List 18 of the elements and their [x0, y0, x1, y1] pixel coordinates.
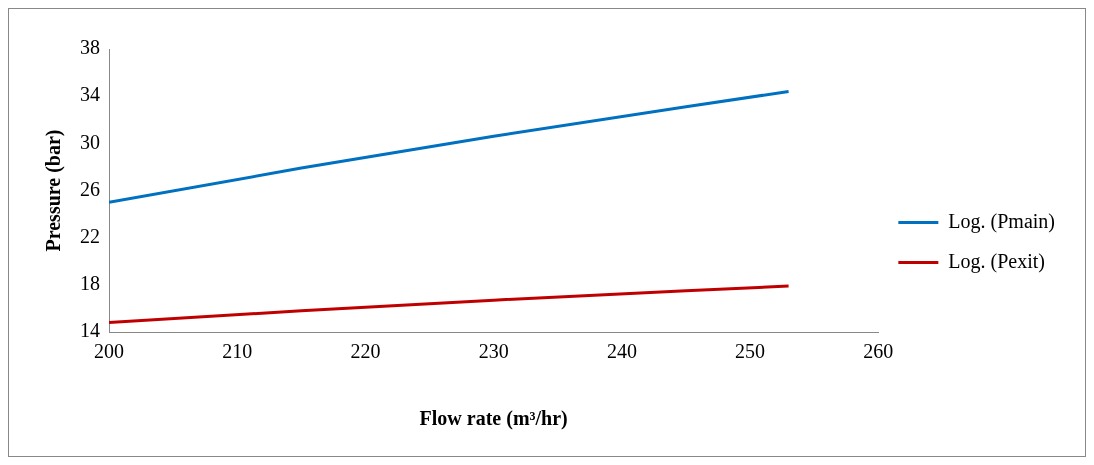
x-tick-label: 200 [94, 340, 124, 363]
x-axis-title: Flow rate (m³/hr) [419, 407, 568, 431]
x-tick-label: 230 [478, 340, 509, 363]
x-tick-label: 250 [735, 340, 766, 363]
y-tick-label: 30 [80, 130, 100, 153]
y-axis-title: Pressure (bar) [42, 129, 66, 252]
legend-label: Log. (Pmain) [948, 209, 1056, 233]
x-tick-label: 210 [222, 340, 253, 363]
y-tick-label: 18 [80, 272, 100, 295]
x-tick-label: 240 [606, 340, 637, 363]
y-tick-label: 26 [80, 177, 100, 200]
x-tick-label: 260 [863, 340, 894, 363]
y-tick-label: 22 [80, 224, 100, 247]
x-tick-label: 220 [350, 340, 381, 363]
y-tick-label: 14 [80, 319, 100, 342]
y-tick-label: 38 [80, 36, 100, 59]
legend-label: Log. (Pexit) [948, 249, 1046, 273]
y-tick-label: 34 [80, 83, 100, 106]
